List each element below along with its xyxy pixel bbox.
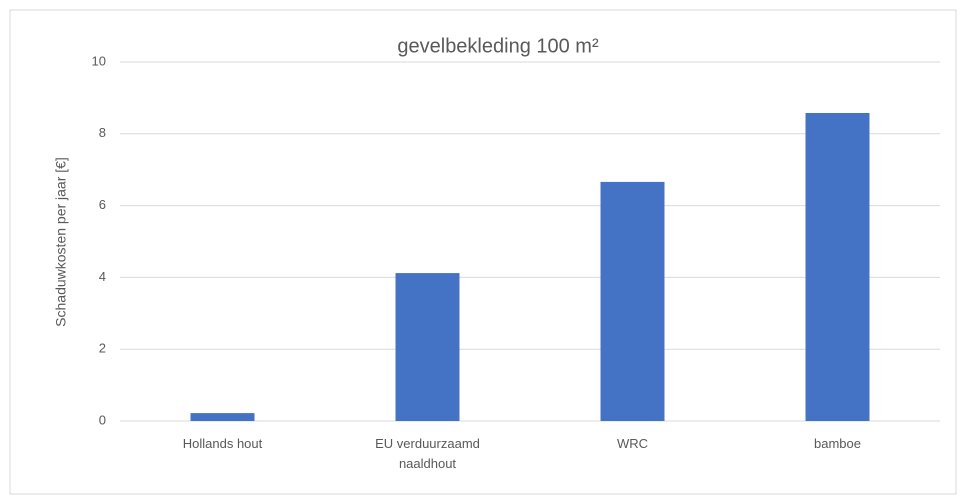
x-tick-label: bamboe xyxy=(814,436,861,451)
bar xyxy=(190,413,255,421)
y-tick-label: 10 xyxy=(92,53,106,68)
y-tick-label: 0 xyxy=(99,412,106,427)
chart-title: gevelbekleding 100 m² xyxy=(397,35,599,57)
x-tick-label: EU verduurzaamd naaldhout xyxy=(375,436,480,471)
y-axis-label: Schaduwkosten per jaar [€] xyxy=(53,157,69,327)
bar xyxy=(805,112,870,421)
y-tick-label: 6 xyxy=(99,197,106,212)
y-tick-label: 4 xyxy=(99,269,106,284)
bar xyxy=(600,181,665,421)
x-tick-label: Hollands hout xyxy=(182,436,263,451)
y-tick-label: 8 xyxy=(99,125,106,140)
chart-frame xyxy=(9,9,957,495)
x-tick-label: WRC xyxy=(616,436,649,451)
bar xyxy=(395,273,460,421)
y-tick-label: 2 xyxy=(99,341,106,356)
